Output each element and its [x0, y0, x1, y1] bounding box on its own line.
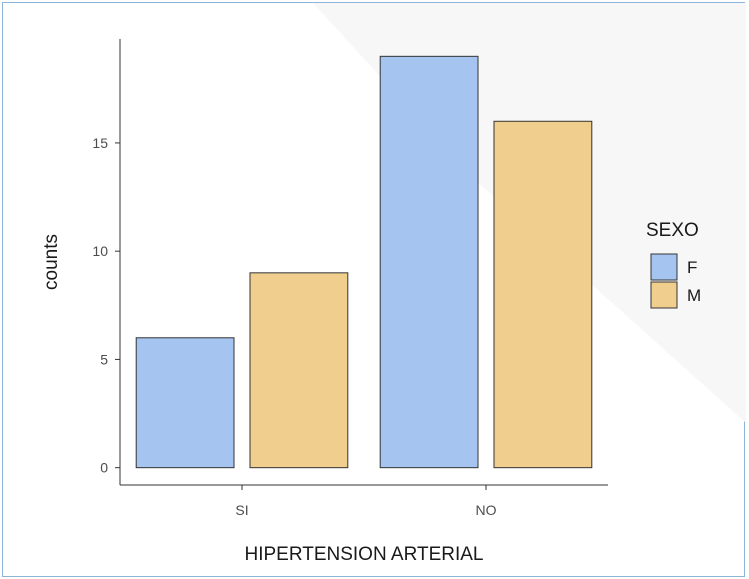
- legend-label-f: F: [687, 258, 697, 277]
- legend: SEXO FM: [646, 220, 701, 309]
- x-axis-title: HIPERTENSION ARTERIAL: [245, 544, 484, 565]
- y-tick-label: 10: [92, 243, 108, 259]
- x-tick-label: SI: [235, 502, 248, 518]
- bar-chart: 0 5 10 15 SI NO HIPERTENSION ARTERIAL counts…: [41, 3, 746, 565]
- y-axis-title: counts: [41, 234, 62, 290]
- bar-si-m: [249, 272, 349, 469]
- bar-no-m: [493, 120, 593, 469]
- y-tick-label: 0: [100, 460, 108, 476]
- x-ticks: SI NO: [235, 485, 497, 518]
- legend-swatch-m: [650, 281, 678, 309]
- bar-no-f: [379, 55, 479, 469]
- bars-layer: [135, 55, 593, 469]
- y-ticks: 0 5 10 15: [92, 135, 120, 476]
- legend-title: SEXO: [646, 220, 699, 241]
- legend-swatch-f: [650, 253, 678, 281]
- bar-si-f: [135, 337, 235, 469]
- y-tick-label: 5: [100, 351, 108, 367]
- x-tick-label: NO: [476, 502, 497, 518]
- axes-layer: [119, 39, 608, 486]
- legend-label-m: M: [687, 286, 701, 305]
- y-tick-label: 15: [92, 135, 108, 151]
- legend-items: FM: [650, 253, 701, 309]
